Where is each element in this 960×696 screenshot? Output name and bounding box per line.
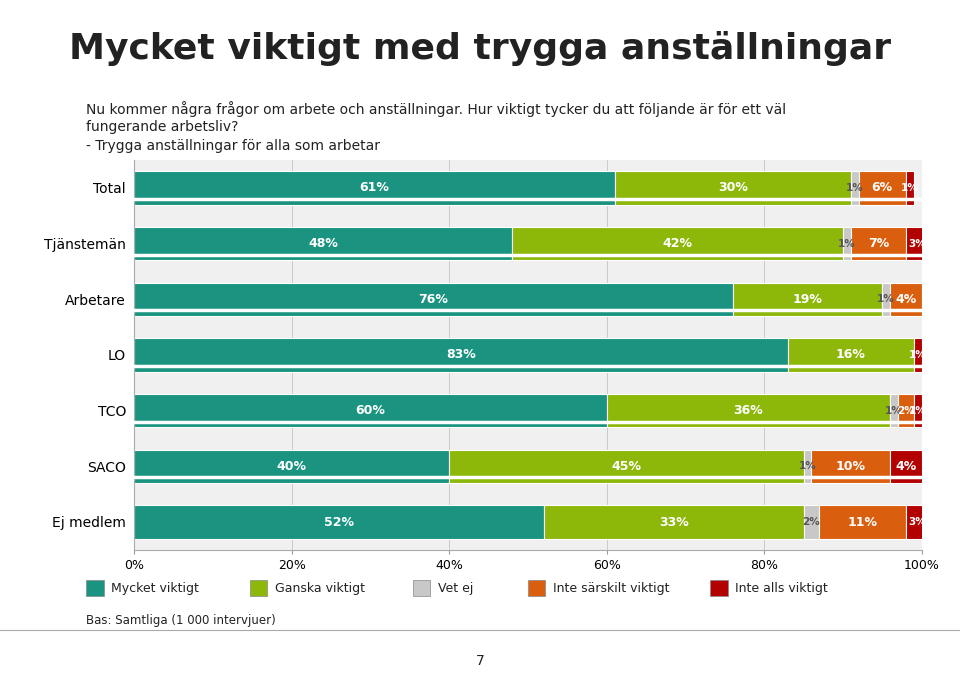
Text: Vet ej: Vet ej <box>438 582 473 594</box>
Bar <box>513 227 843 260</box>
Bar <box>788 338 914 372</box>
Text: 36%: 36% <box>733 404 763 417</box>
Text: Inte särskilt viktigt: Inte särskilt viktigt <box>553 582 669 594</box>
Text: 1%: 1% <box>799 461 816 471</box>
Bar <box>906 171 914 205</box>
Text: 48%: 48% <box>308 237 338 250</box>
Bar <box>914 394 922 427</box>
Bar <box>922 283 953 316</box>
Text: 3%: 3% <box>909 239 926 248</box>
Text: 7: 7 <box>475 654 485 668</box>
Text: 33%: 33% <box>659 516 688 528</box>
Text: fungerande arbetsliv?: fungerande arbetsliv? <box>86 120 239 134</box>
Bar <box>851 227 906 260</box>
Bar <box>882 283 890 316</box>
Bar <box>890 283 922 316</box>
Text: - Trygga anställningar för alla som arbetar: - Trygga anställningar för alla som arbe… <box>86 139 380 153</box>
Text: 10%: 10% <box>836 460 866 473</box>
Text: 52%: 52% <box>324 516 354 528</box>
Text: 61%: 61% <box>360 182 390 194</box>
Bar <box>134 394 607 427</box>
Bar <box>449 450 804 483</box>
Text: 1%: 1% <box>909 406 926 416</box>
Bar <box>804 450 811 483</box>
Text: 1%: 1% <box>838 239 855 248</box>
Text: 42%: 42% <box>662 237 692 250</box>
Text: 7%: 7% <box>868 237 889 250</box>
Text: 1%: 1% <box>846 183 864 193</box>
Bar <box>890 394 898 427</box>
Text: 1%: 1% <box>909 350 926 360</box>
Text: Bas: Samtliga (1 000 intervjuer): Bas: Samtliga (1 000 intervjuer) <box>86 614 276 627</box>
Bar <box>607 394 890 427</box>
Text: 2%: 2% <box>803 517 820 527</box>
Text: 76%: 76% <box>419 293 448 306</box>
Text: 16%: 16% <box>836 349 866 361</box>
Bar <box>614 171 851 205</box>
Text: Inte alls viktigt: Inte alls viktigt <box>735 582 828 594</box>
Text: 3%: 3% <box>909 517 926 527</box>
Text: 45%: 45% <box>612 460 641 473</box>
Text: Ganska viktigt: Ganska viktigt <box>275 582 365 594</box>
Bar <box>804 505 819 539</box>
Text: 2%: 2% <box>897 406 915 416</box>
Bar <box>543 505 804 539</box>
Text: 6%: 6% <box>872 182 893 194</box>
Bar <box>914 338 922 372</box>
Bar <box>732 283 882 316</box>
Text: 30%: 30% <box>718 182 748 194</box>
Text: 40%: 40% <box>276 460 307 473</box>
Bar <box>134 283 732 316</box>
Text: 60%: 60% <box>355 404 386 417</box>
Bar <box>906 505 929 539</box>
Text: Mycket viktigt med trygga anställningar: Mycket viktigt med trygga anställningar <box>69 31 891 66</box>
Bar <box>819 505 906 539</box>
Bar <box>906 227 929 260</box>
Text: 83%: 83% <box>446 349 476 361</box>
Bar <box>851 171 858 205</box>
Text: 4%: 4% <box>896 460 917 473</box>
Bar <box>898 394 914 427</box>
Text: 4%: 4% <box>896 293 917 306</box>
Text: Mycket viktigt: Mycket viktigt <box>111 582 200 594</box>
Bar <box>843 227 851 260</box>
Text: Nu kommer några frågor om arbete och anställningar. Hur viktigt tycker du att fö: Nu kommer några frågor om arbete och ans… <box>86 101 786 117</box>
Bar <box>811 450 890 483</box>
Text: 4%: 4% <box>926 293 948 306</box>
Bar <box>890 450 922 483</box>
Bar <box>134 338 788 372</box>
Bar <box>134 171 614 205</box>
Text: 19%: 19% <box>793 293 823 306</box>
Text: 1%: 1% <box>900 183 919 193</box>
Bar <box>134 227 513 260</box>
Text: 1%: 1% <box>885 406 903 416</box>
Bar <box>134 450 449 483</box>
Bar <box>134 505 543 539</box>
Text: 11%: 11% <box>848 516 877 528</box>
Text: 1%: 1% <box>877 294 895 304</box>
Bar <box>858 171 906 205</box>
